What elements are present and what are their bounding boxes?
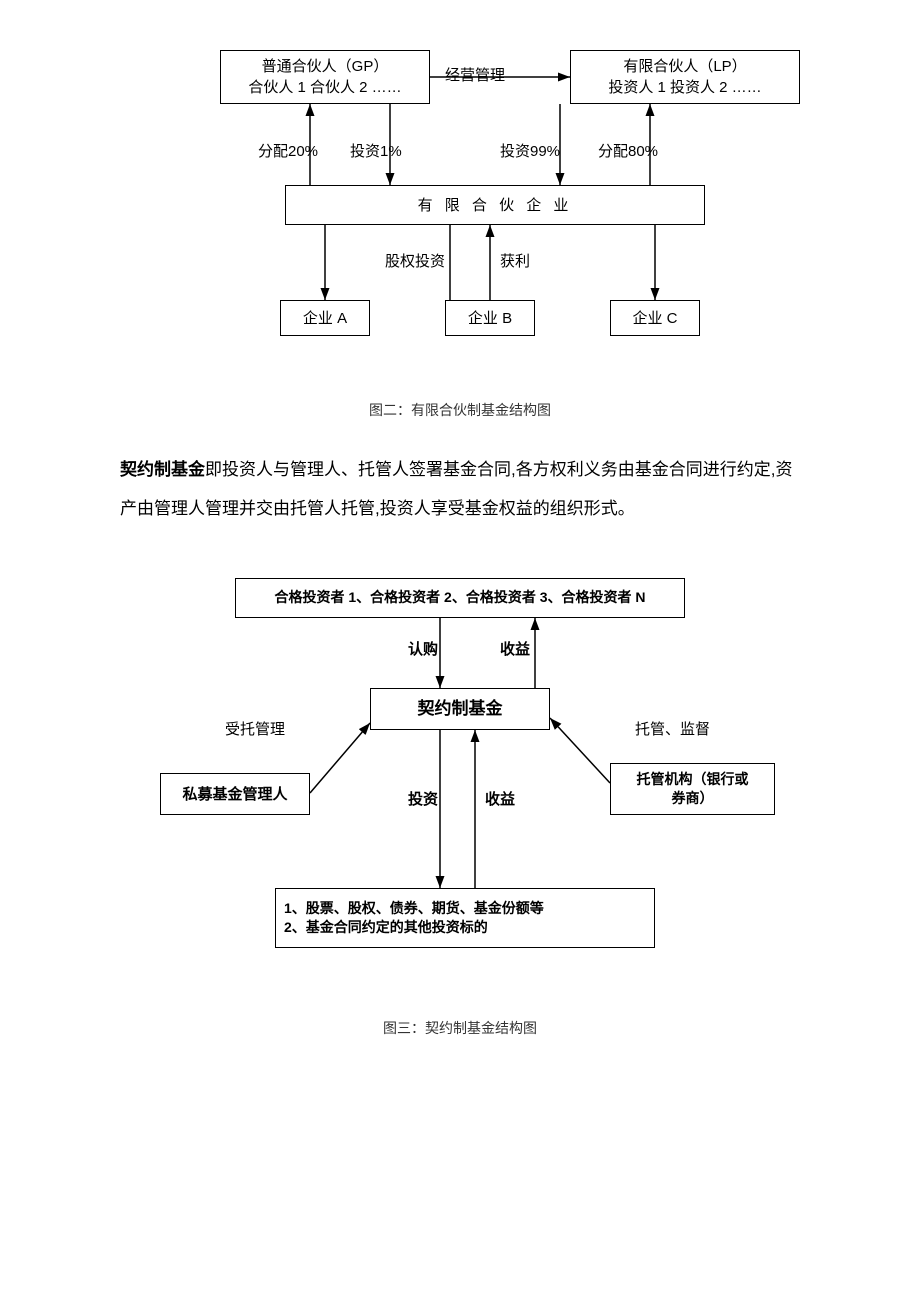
label-custody-supervise: 托管、监督: [635, 718, 710, 739]
lp-title: 有限合伙人（LP）: [623, 56, 746, 77]
document-page: 普通合伙人（GP） 合伙人 1 合伙人 2 …… 经营管理 有限合伙人（LP） …: [0, 0, 920, 1108]
gp-members: 合伙人 1 合伙人 2 ……: [248, 77, 401, 98]
label-dist80: 分配80%: [598, 140, 658, 161]
lp-members: 投资人 1 投资人 2 ……: [608, 77, 761, 98]
body-paragraph: 契约制基金即投资人与管理人、托管人签署基金合同,各方权利义务由基金合同进行约定,…: [0, 450, 920, 528]
investors-text: 合格投资者 1、合格投资者 2、合格投资者 3、合格投资者 N: [274, 588, 645, 608]
node-partnership-enterprise: 有 限 合 伙 企 业: [285, 185, 705, 225]
manager-text: 私募基金管理人: [182, 784, 287, 805]
node-custodian: 托管机构（银行或 券商）: [610, 763, 775, 815]
label-inv1: 投资1%: [350, 140, 402, 161]
node-lp: 有限合伙人（LP） 投资人 1 投资人 2 ……: [570, 50, 800, 104]
node-investment-targets: 1、股票、股权、债券、期货、基金份额等 2、基金合同约定的其他投资标的: [275, 888, 655, 948]
node-gp: 普通合伙人（GP） 合伙人 1 合伙人 2 ……: [220, 50, 430, 104]
label-management: 经营管理: [445, 64, 505, 85]
gp-title: 普通合伙人（GP）: [262, 56, 389, 77]
custodian-line2: 券商）: [672, 789, 714, 809]
diagram-contractual-fund: 合格投资者 1、合格投资者 2、合格投资者 3、合格投资者 N 认购 收益 契约…: [140, 568, 780, 988]
paragraph-bold: 契约制基金: [120, 460, 205, 479]
label-dist20: 分配20%: [258, 140, 318, 161]
ent-c-text: 企业 C: [632, 308, 677, 329]
node-enterprise-b: 企业 B: [445, 300, 535, 336]
paragraph-rest: 即投资人与管理人、托管人签署基金合同,各方权利义务由基金合同进行约定,资产由管理…: [120, 460, 792, 518]
targets-line2: 2、基金合同约定的其他投资标的: [284, 918, 488, 938]
label-return-top: 收益: [500, 638, 530, 659]
label-return-mid: 收益: [485, 788, 515, 809]
label-profit: 获利: [500, 250, 530, 271]
label-entrust-manage: 受托管理: [225, 718, 285, 739]
node-enterprise-c: 企业 C: [610, 300, 700, 336]
label-invest: 投资: [408, 788, 438, 809]
node-contractual-fund: 契约制基金: [370, 688, 550, 730]
diagram2-caption: 图三：契约制基金结构图: [0, 1018, 920, 1038]
node-fund-manager: 私募基金管理人: [160, 773, 310, 815]
diagram1-caption: 图二：有限合伙制基金结构图: [0, 400, 920, 420]
targets-line1: 1、股票、股权、债券、期货、基金份额等: [284, 899, 544, 919]
ent-b-text: 企业 B: [468, 308, 512, 329]
label-equity-invest: 股权投资: [385, 250, 445, 271]
label-inv99: 投资99%: [500, 140, 560, 161]
diagram-limited-partnership: 普通合伙人（GP） 合伙人 1 合伙人 2 …… 经营管理 有限合伙人（LP） …: [190, 40, 810, 380]
custodian-line1: 托管机构（银行或: [637, 770, 749, 790]
partnership-text: 有 限 合 伙 企 业: [418, 195, 573, 216]
node-enterprise-a: 企业 A: [280, 300, 370, 336]
fund-text: 契约制基金: [418, 697, 503, 721]
node-qualified-investors: 合格投资者 1、合格投资者 2、合格投资者 3、合格投资者 N: [235, 578, 685, 618]
ent-a-text: 企业 A: [303, 308, 347, 329]
label-subscribe: 认购: [408, 638, 438, 659]
